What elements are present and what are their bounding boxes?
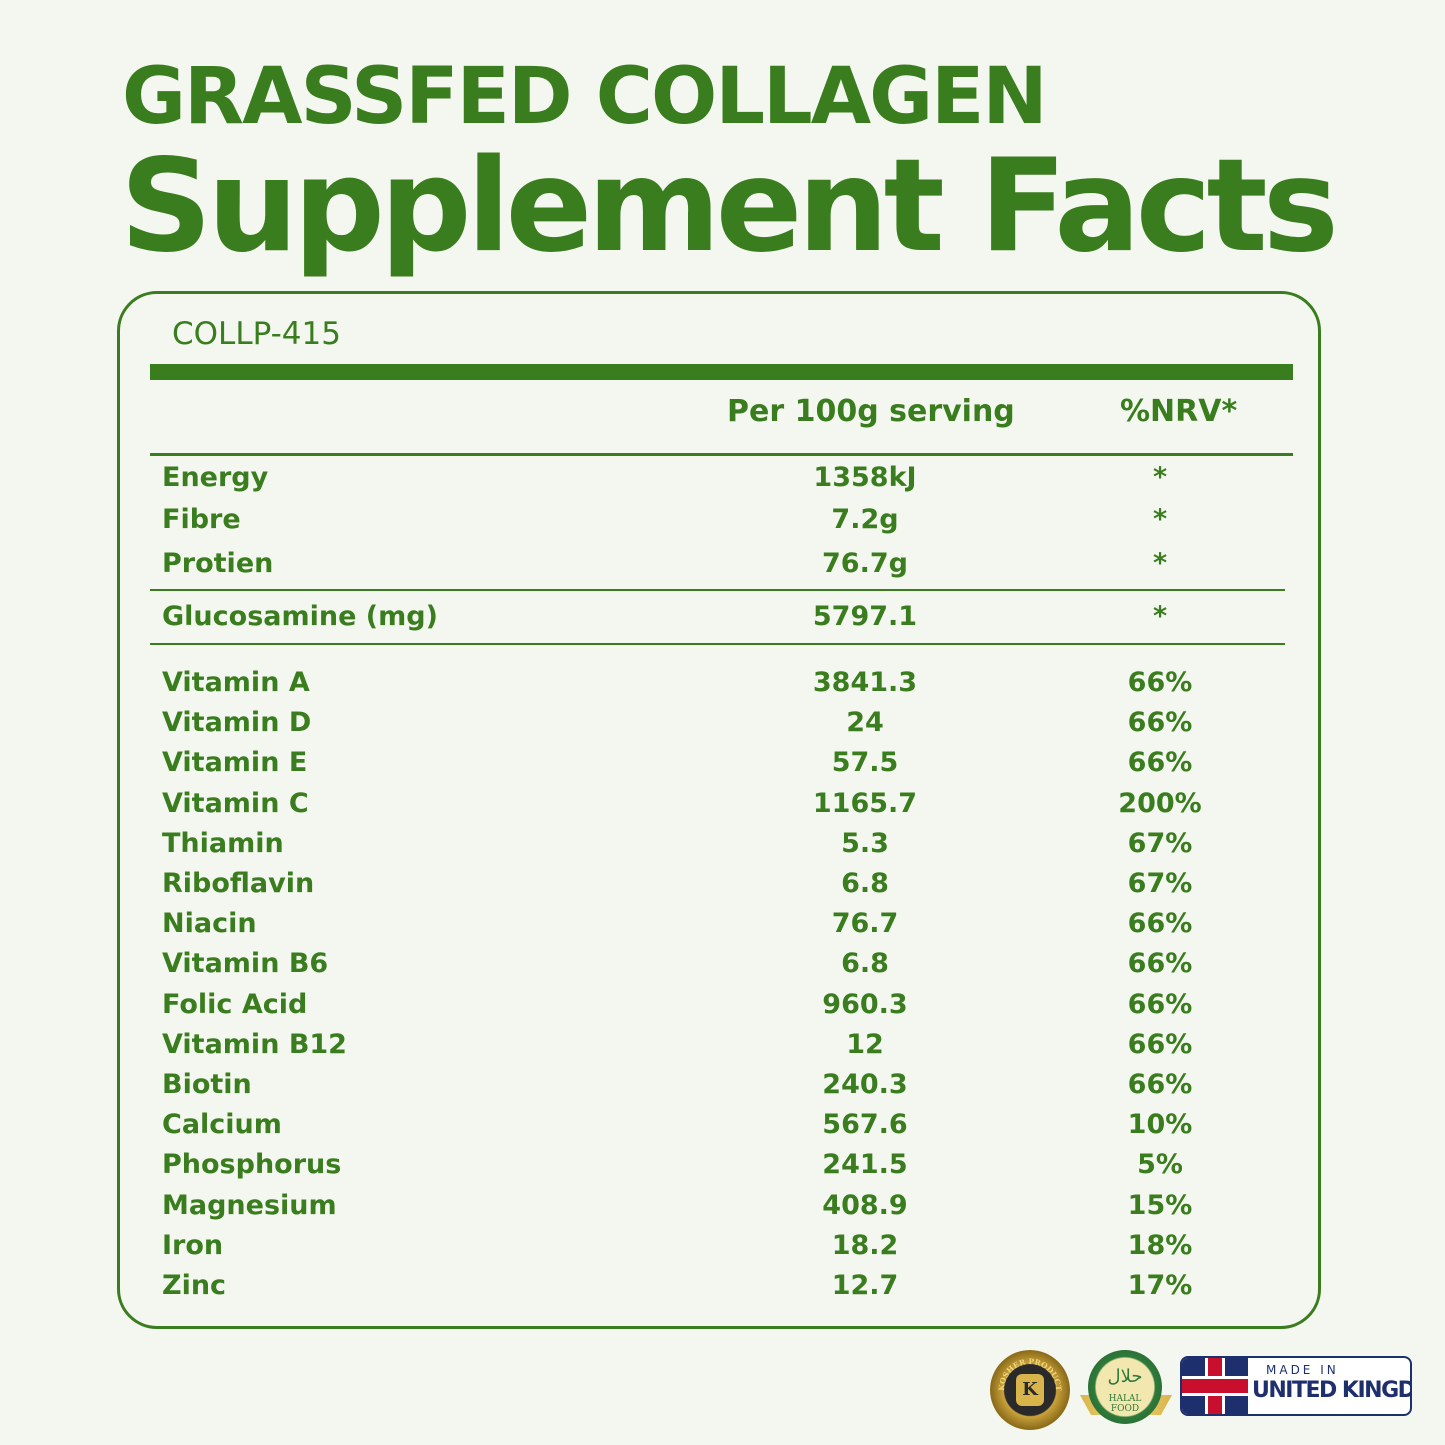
nutrient-amount: 960.3: [822, 988, 908, 1020]
product-code: COLLP-415: [172, 316, 341, 352]
nutrient-nrv: 66%: [1127, 988, 1193, 1020]
nutrient-name: Zinc: [162, 1270, 227, 1301]
nutrient-nrv: 17%: [1127, 1270, 1193, 1301]
halal-arabic: حلال: [1107, 1366, 1143, 1387]
nutrient-amount: 5797.1: [812, 601, 918, 632]
uk-flag-icon: [1182, 1358, 1248, 1414]
nutrient-name: Phosphorus: [162, 1149, 342, 1181]
column-header-serving: Per 100g serving: [727, 394, 1015, 429]
nutrient-nrv: 66%: [1127, 1069, 1193, 1100]
nutrient-nrv: 66%: [1127, 908, 1193, 940]
micro-row: Zinc 12.7 17%: [0, 1268, 1445, 1304]
micro-row: Thiamin 5.3 67%: [0, 826, 1445, 862]
nutrient-name: Glucosamine (mg): [162, 601, 438, 632]
micro-row: Vitamin B6 6.8 66%: [0, 946, 1445, 982]
nutrient-nrv: 10%: [1127, 1109, 1193, 1141]
nutrient-nrv: 66%: [1127, 747, 1193, 779]
nutrient-nrv: *: [1152, 504, 1168, 535]
nutrient-amount: 241.5: [822, 1149, 908, 1181]
nutrient-name: Vitamin E: [162, 747, 308, 779]
nutrient-amount: 18.2: [831, 1229, 899, 1261]
kosher-badge: KOSHER PRODUCT K: [990, 1350, 1070, 1430]
page-title: Supplement Facts: [120, 132, 1339, 281]
nutrient-nrv: 66%: [1127, 667, 1193, 698]
micro-row: Riboflavin 6.8 67%: [0, 866, 1445, 902]
nutrient-nrv: 66%: [1127, 948, 1193, 980]
nutrient-amount: 24: [846, 707, 884, 739]
halal-label: HALAL FOOD: [1108, 1394, 1142, 1414]
nutrient-nrv: 15%: [1127, 1189, 1193, 1221]
micro-row: Vitamin B12 12 66%: [0, 1027, 1445, 1063]
nutrient-nrv: 5%: [1137, 1149, 1183, 1181]
nutrient-amount: 6.8: [841, 948, 889, 980]
divider: [150, 589, 1285, 591]
nutrient-name: Vitamin B6: [162, 948, 329, 980]
nutrient-amount: 1358kJ: [813, 462, 917, 493]
nutrient-nrv: 66%: [1127, 1028, 1193, 1060]
nutrient-name: Vitamin B12: [162, 1028, 347, 1060]
divider: [150, 453, 1293, 456]
nutrient-name: Riboflavin: [162, 868, 315, 899]
glucosamine-row: Glucosamine (mg) 5797.1 *: [0, 599, 1445, 635]
nutrient-name: Magnesium: [162, 1189, 337, 1221]
nutrient-amount: 76.7: [831, 908, 899, 940]
nutrient-amount: 12.7: [831, 1270, 899, 1301]
nutrient-nrv: *: [1152, 462, 1168, 493]
product-title: GRASSFED COLLAGEN: [122, 52, 1048, 142]
country-label: UNITED KINGDOM: [1252, 1378, 1412, 1403]
nutrient-amount: 408.9: [822, 1189, 908, 1221]
nutrient-name: Vitamin A: [162, 667, 310, 698]
halal-badge: حلال HALAL FOOD: [1088, 1350, 1162, 1424]
nutrient-name: Thiamin: [162, 827, 284, 859]
column-header-nrv: %NRV*: [1120, 394, 1238, 429]
micro-row: Vitamin D 24 66%: [0, 705, 1445, 741]
kosher-logo-icon: K: [1016, 1374, 1044, 1406]
nutrient-name: Fibre: [162, 504, 241, 535]
made-in-uk-badge: MADE IN UNITED KINGDOM: [1180, 1356, 1412, 1416]
nutrient-amount: 57.5: [831, 747, 899, 779]
nutrient-amount: 1165.7: [812, 787, 918, 819]
nutrient-amount: 7.2g: [831, 504, 899, 535]
nutrient-nrv: *: [1152, 548, 1168, 579]
nutrient-amount: 567.6: [822, 1109, 908, 1141]
nutrient-nrv: 18%: [1127, 1229, 1193, 1261]
micro-row: Calcium 567.6 10%: [0, 1107, 1445, 1143]
nutrient-name: Vitamin C: [162, 787, 309, 819]
nutrient-amount: 6.8: [841, 868, 889, 899]
nutrient-nrv: 66%: [1127, 707, 1193, 739]
nutrient-name: Protien: [162, 548, 274, 579]
nutrient-name: Energy: [162, 462, 269, 493]
micro-row: Phosphorus 241.5 5%: [0, 1147, 1445, 1183]
macro-row: Energy 1358kJ *: [0, 460, 1445, 496]
nutrient-nrv: 67%: [1127, 827, 1193, 859]
nutrient-name: Niacin: [162, 908, 257, 940]
nutrient-nrv: 200%: [1118, 787, 1202, 819]
macro-row: Fibre 7.2g *: [0, 502, 1445, 538]
micro-row: Vitamin A 3841.3 66%: [0, 665, 1445, 701]
nutrient-nrv: 67%: [1127, 868, 1193, 899]
micro-row: Niacin 76.7 66%: [0, 906, 1445, 942]
micro-row: Magnesium 408.9 15%: [0, 1188, 1445, 1224]
micro-row: Iron 18.2 18%: [0, 1228, 1445, 1264]
nutrient-name: Calcium: [162, 1109, 282, 1141]
nutrient-amount: 5.3: [841, 827, 889, 859]
micro-row: Biotin 240.3 66%: [0, 1067, 1445, 1103]
nutrient-amount: 76.7g: [822, 548, 908, 579]
micro-row: Vitamin C 1165.7 200%: [0, 786, 1445, 822]
facts-panel: [117, 291, 1321, 1329]
nutrient-amount: 3841.3: [812, 667, 918, 698]
nutrient-name: Iron: [162, 1229, 224, 1261]
micro-row: Folic Acid 960.3 66%: [0, 987, 1445, 1023]
header-bar: [150, 364, 1293, 380]
nutrient-amount: 12: [846, 1028, 884, 1060]
nutrient-name: Biotin: [162, 1069, 252, 1100]
macro-row: Protien 76.7g *: [0, 546, 1445, 582]
micro-row: Vitamin E 57.5 66%: [0, 745, 1445, 781]
nutrient-name: Vitamin D: [162, 707, 312, 739]
nutrient-nrv: *: [1152, 601, 1168, 632]
divider: [150, 643, 1285, 645]
made-in-label: MADE IN: [1266, 1363, 1339, 1377]
nutrient-amount: 240.3: [822, 1069, 908, 1100]
nutrient-name: Folic Acid: [162, 988, 308, 1020]
